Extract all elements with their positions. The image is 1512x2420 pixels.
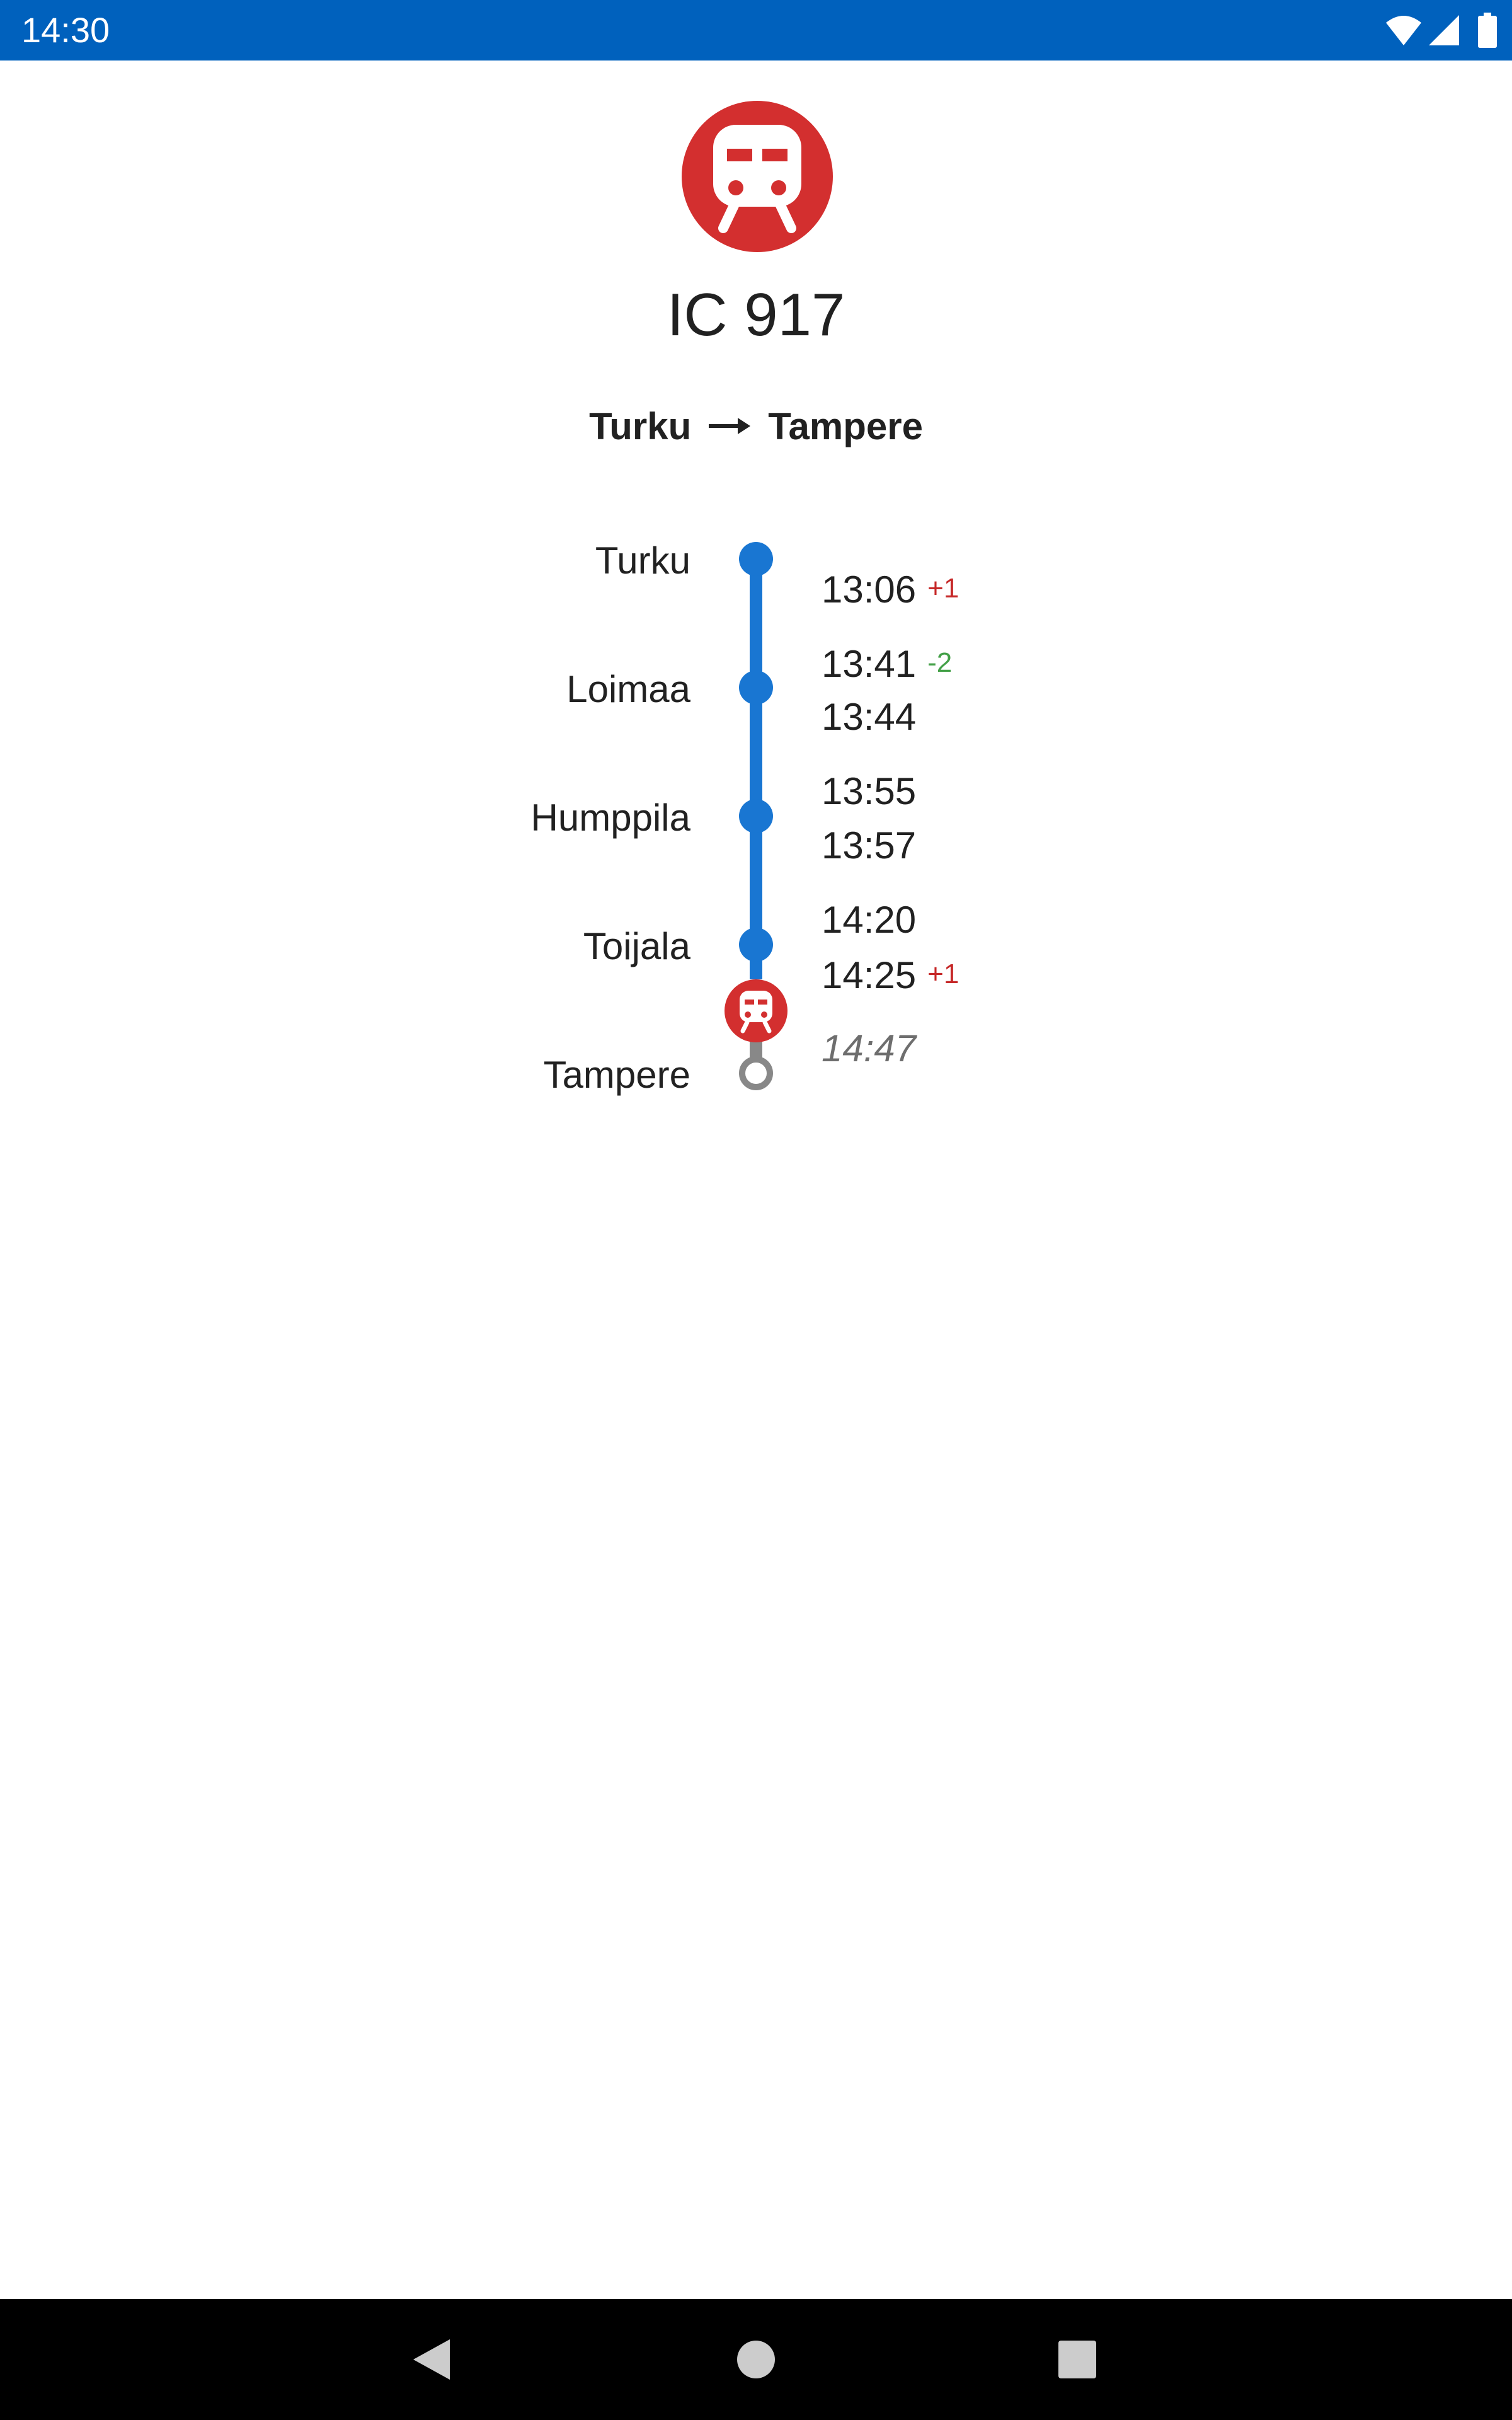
status-time: 14:30 (21, 10, 110, 50)
departure-time-toijala: 14:25 +1 (822, 949, 959, 1001)
route-header: Turku Tampere (0, 401, 1512, 451)
arrow-right-icon (709, 418, 751, 434)
stop-name-turku[interactable]: Turku (595, 539, 690, 582)
arrival-time-loimaa: 13:41 -2 (822, 638, 952, 689)
time-value: 13:57 (822, 824, 917, 867)
time-value: 13:41 (822, 643, 917, 685)
delay-badge: +1 (927, 959, 959, 989)
recents-icon[interactable] (1058, 2341, 1096, 2378)
signal-icon (1429, 15, 1459, 45)
time-value: 13:06 (822, 568, 917, 611)
stop-name-tampere[interactable]: Tampere (543, 1054, 690, 1096)
time-value: 14:20 (822, 899, 917, 941)
route-from: Turku (589, 405, 692, 447)
stop-name-toijala[interactable]: Toijala (583, 925, 690, 967)
stop-dot-humppila (739, 799, 773, 833)
departure-time-humppila: 13:57 (822, 821, 916, 871)
train-position-icon (724, 979, 788, 1042)
status-bar: 14:30 (0, 0, 1512, 60)
passed-track (750, 558, 762, 979)
navigation-bar (0, 2299, 1512, 2420)
time-value: 14:47 (822, 1027, 917, 1069)
time-value: 13:55 (822, 770, 917, 812)
stop-dot-toijala (739, 928, 773, 962)
home-icon[interactable] (736, 2339, 776, 2380)
route-to: Tampere (768, 405, 923, 447)
battery-icon (1478, 13, 1497, 48)
estimated-arrival-tampere: 14:47 (822, 1023, 916, 1074)
wifi-icon (1386, 16, 1421, 45)
arrival-time-humppila: 13:55 (822, 766, 916, 817)
departure-time-turku: 13:06 +1 (822, 563, 959, 615)
time-value: 13:44 (822, 696, 917, 738)
stop-dot-loimaa (739, 671, 773, 705)
time-value: 14:25 (822, 954, 917, 996)
stop-dot-turku (739, 542, 773, 576)
stop-name-loimaa[interactable]: Loimaa (566, 668, 690, 710)
arrival-time-toijala: 14:20 (822, 895, 916, 945)
delay-badge: -2 (927, 647, 953, 678)
train-icon (682, 101, 833, 252)
back-icon[interactable] (411, 2337, 451, 2382)
stop-dot-tampere (739, 1056, 773, 1090)
delay-badge: +1 (927, 573, 959, 604)
stop-name-humppila[interactable]: Humppila (530, 797, 690, 839)
departure-time-loimaa: 13:44 (822, 692, 916, 742)
train-title: IC 917 (667, 281, 845, 349)
